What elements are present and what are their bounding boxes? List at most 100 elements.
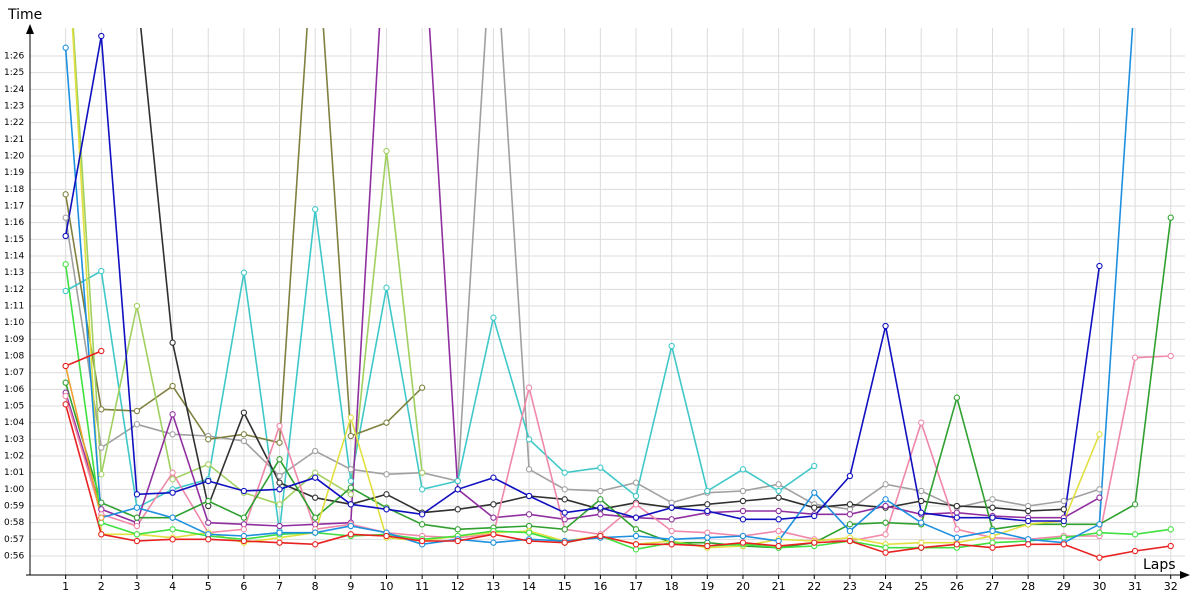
data-point xyxy=(490,514,497,521)
y-tick-label: 1:16 xyxy=(4,218,24,228)
data-point xyxy=(846,511,854,518)
data-point xyxy=(169,536,176,543)
data-point xyxy=(632,479,640,486)
data-point xyxy=(98,506,105,513)
data-point xyxy=(775,494,782,501)
data-point xyxy=(1167,526,1174,533)
x-tick-label: 32 xyxy=(1164,580,1178,593)
data-point xyxy=(205,519,212,526)
data-point xyxy=(739,487,747,495)
data-point xyxy=(668,499,675,506)
y-tick-label: 1:23 xyxy=(4,102,24,112)
data-point xyxy=(597,532,604,540)
data-point xyxy=(347,531,354,538)
y-tick-label: 1:06 xyxy=(4,385,24,395)
data-point xyxy=(133,407,141,415)
y-tick-label: 1:01 xyxy=(4,468,24,478)
data-point xyxy=(383,532,390,540)
data-point xyxy=(882,481,889,488)
grid xyxy=(30,28,1185,575)
data-point xyxy=(98,499,105,506)
y-tick-label: 1:04 xyxy=(4,418,24,428)
x-tick-label: 28 xyxy=(1021,580,1035,593)
data-point xyxy=(918,539,925,546)
data-point xyxy=(62,261,69,268)
y-tick-label: 1:18 xyxy=(4,185,24,195)
x-tick-label: 23 xyxy=(843,580,857,593)
data-point xyxy=(347,491,354,498)
data-point xyxy=(347,432,354,440)
data-point xyxy=(312,206,319,213)
data-point xyxy=(312,494,319,501)
data-point xyxy=(312,529,319,536)
series-line xyxy=(65,350,102,367)
y-tick-label: 1:05 xyxy=(4,402,24,412)
data-point xyxy=(882,544,889,551)
x-tick-label: 7 xyxy=(276,580,283,593)
x-tick-label: 29 xyxy=(1057,580,1071,593)
data-point xyxy=(133,537,141,545)
data-point xyxy=(1060,497,1067,505)
series-line xyxy=(64,355,1171,542)
data-point xyxy=(98,32,105,40)
data-point xyxy=(1096,431,1103,438)
data-point xyxy=(1096,521,1103,528)
y-tick-label: 1:22 xyxy=(4,118,24,128)
data-point xyxy=(846,472,854,480)
data-point xyxy=(133,514,141,521)
y-tick-label: 1:26 xyxy=(4,52,24,62)
data-point xyxy=(597,511,604,518)
data-point xyxy=(561,539,568,546)
data-point xyxy=(205,461,212,468)
data-point xyxy=(668,536,675,543)
data-point xyxy=(525,466,533,473)
data-point xyxy=(62,191,69,198)
data-point xyxy=(205,531,212,538)
data-point xyxy=(846,501,854,508)
data-point xyxy=(62,214,69,221)
data-point xyxy=(739,497,747,505)
data-point xyxy=(1024,507,1032,515)
data-point xyxy=(704,542,711,550)
data-point xyxy=(989,527,996,535)
data-point xyxy=(918,487,925,495)
data-point xyxy=(383,419,390,426)
data-point xyxy=(811,489,818,496)
data-point xyxy=(169,514,176,521)
data-point xyxy=(561,496,568,503)
data-point xyxy=(775,507,782,515)
data-point xyxy=(240,409,248,416)
data-point xyxy=(490,474,497,481)
data-point xyxy=(989,496,996,503)
data-point xyxy=(347,501,354,508)
data-point xyxy=(739,539,747,546)
tick-labels: 0:56 0:57 0:58 0:59 1:00 1:01 1:02 1:03 1:04 1:05… xyxy=(4,52,1178,594)
y-axis-arrow xyxy=(26,24,34,34)
plot-area xyxy=(62,28,1174,561)
data-point xyxy=(169,431,176,438)
data-point xyxy=(169,526,176,533)
data-point xyxy=(525,537,533,545)
data-point xyxy=(276,439,283,446)
data-point xyxy=(312,521,319,528)
data-point xyxy=(418,537,426,545)
series-line xyxy=(64,217,1172,549)
data-point xyxy=(704,501,711,508)
data-point xyxy=(525,529,533,536)
y-tick-label: 1:09 xyxy=(4,335,24,345)
data-point xyxy=(1131,547,1139,555)
data-point xyxy=(240,437,248,445)
series-line xyxy=(140,28,1064,514)
data-point xyxy=(347,466,354,473)
data-point xyxy=(668,342,675,350)
data-point xyxy=(1024,502,1032,510)
data-point xyxy=(383,506,390,513)
data-point xyxy=(739,507,747,515)
data-point xyxy=(1024,517,1032,525)
y-tick-label: 1:02 xyxy=(4,452,24,462)
data-point xyxy=(276,422,283,430)
data-point xyxy=(490,501,497,508)
data-point xyxy=(1167,542,1174,550)
data-point xyxy=(418,511,426,518)
data-point xyxy=(1060,517,1067,525)
